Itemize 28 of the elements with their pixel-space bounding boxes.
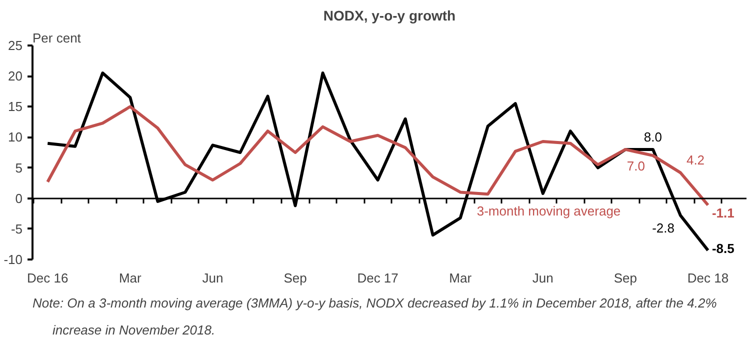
y-tick-label: 0 [15, 190, 23, 206]
y-tick-label: 5 [15, 160, 23, 176]
y-tick-label: 25 [8, 38, 23, 53]
data-label: -8.5 [712, 240, 734, 256]
chart-title: NODX, y-o-y growth [323, 8, 456, 24]
data-label: -1.1 [712, 206, 734, 221]
x-tick-label: Mar [118, 270, 142, 286]
text: Note: On a 3-month moving average (3MMA) y-o-y basis, NODX decreased by 1.1% in December 2018, after the 4.2% increase in November 2018. [32, 296, 717, 338]
x-tick-label: Jun [202, 270, 224, 286]
x-tick-label: Dec 17 [357, 270, 398, 286]
x-tick-label: Dec 18 [687, 270, 729, 286]
y-tick-label: -10 [4, 252, 23, 267]
series-label: 3-month moving average [476, 203, 621, 218]
y-tick-label: 15 [8, 99, 23, 114]
data-label: 4.2 [686, 152, 705, 168]
line-series [46, 105, 710, 207]
x-tick-label: Jun [532, 270, 554, 286]
y-tick-label: 20 [8, 68, 23, 84]
x-tick-label: Sep [614, 270, 638, 286]
y-axis-title: Per cent [32, 30, 82, 46]
data-label: 8.0 [644, 129, 662, 144]
x-tick-label: Dec 16 [27, 270, 68, 286]
data-label: -2.8 [652, 220, 674, 236]
x-tick-label: Sep [284, 270, 307, 286]
y-tick-label: 10 [8, 130, 23, 145]
x-tick-label: Mar [449, 270, 472, 286]
y-tick-label: -5 [10, 221, 23, 236]
data-label: 7.0 [626, 158, 645, 174]
